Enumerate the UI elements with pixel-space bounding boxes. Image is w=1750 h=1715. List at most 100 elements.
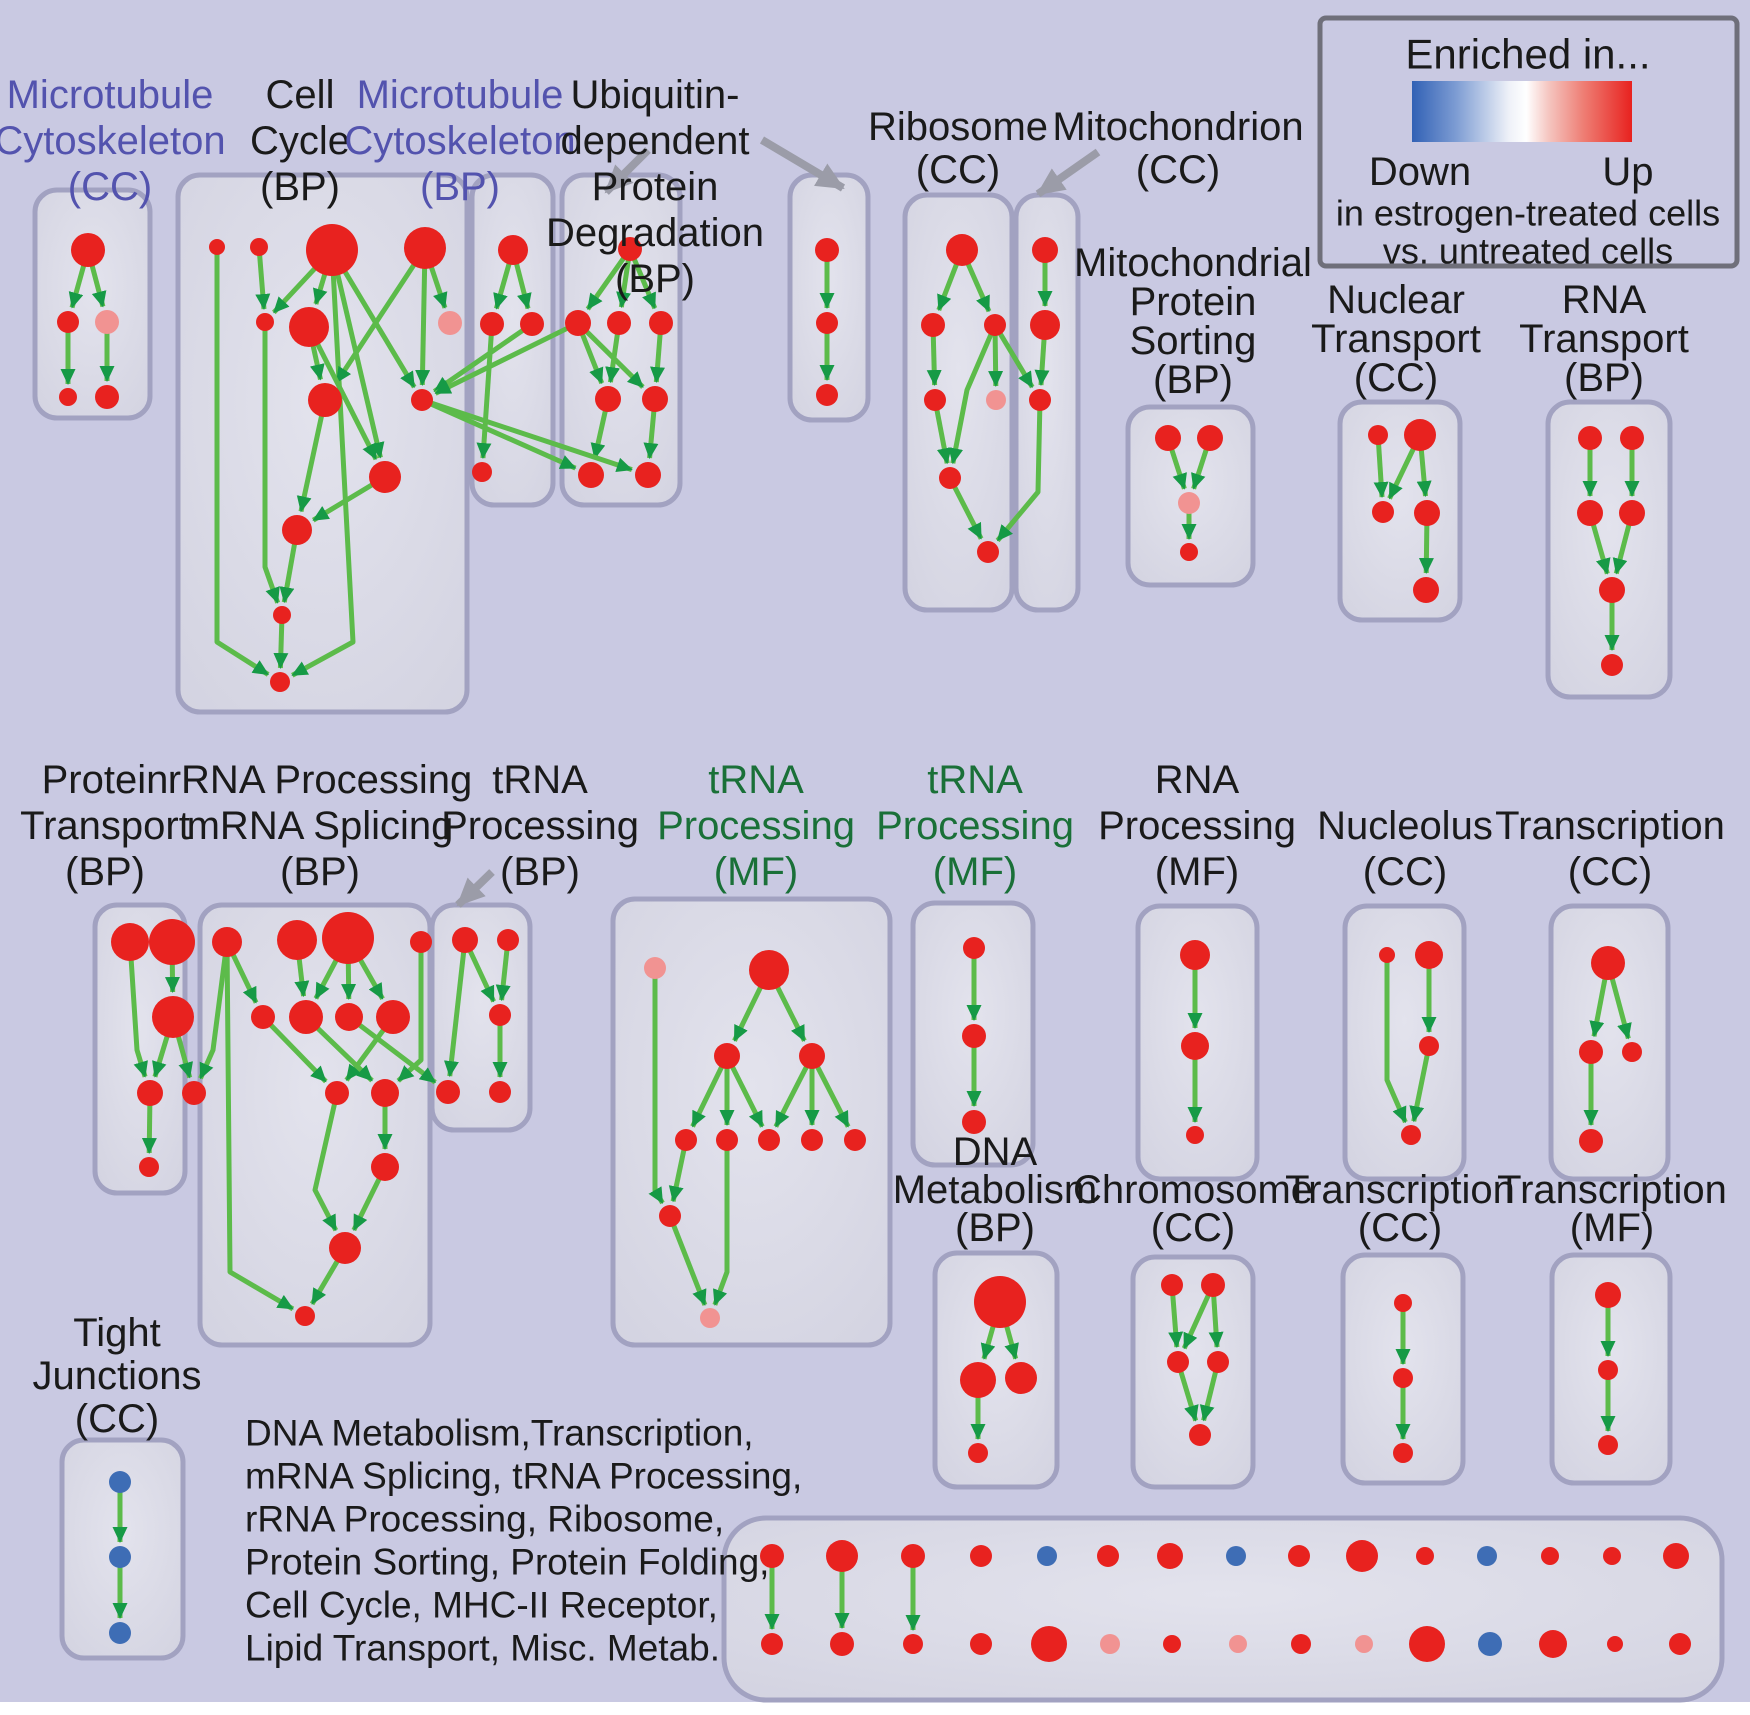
misc-categories-text: Protein Sorting, Protein Folding, (245, 1542, 769, 1583)
edge-trna_mf1 (730, 1065, 765, 1128)
gene-node-red (282, 515, 312, 545)
gene-node-red (209, 239, 225, 255)
gene-node-red (289, 1000, 323, 1034)
gene-node-red (758, 1129, 780, 1151)
gene-node-red (335, 1003, 363, 1031)
gene-node-red (411, 389, 433, 411)
cluster-label-mps: Mitochondrial (1074, 241, 1312, 285)
edge-ribosome (965, 262, 992, 313)
gene-node-red (939, 467, 961, 489)
cluster-label-mps: (BP) (1153, 358, 1233, 402)
cluster-label-trna_mf2: Processing (876, 804, 1074, 848)
cluster-label-mc_bp: Cytoskeleton (344, 119, 575, 163)
gene-node-red (1579, 1040, 1603, 1064)
gene-node-red (749, 950, 789, 990)
gene-node-red (472, 462, 492, 482)
cluster-label-nt: (CC) (1354, 356, 1438, 400)
gene-node-red (1180, 543, 1198, 561)
edge-nt (1416, 449, 1432, 498)
cluster-box-pt (92, 902, 188, 1196)
edge-chromosome (1178, 1370, 1199, 1422)
gene-node-red (1005, 1362, 1037, 1394)
edge-mc_cc (68, 264, 87, 309)
gene-node-red (1291, 1634, 1311, 1654)
edge-ribosome (926, 335, 942, 387)
edge-rrna (312, 1103, 339, 1232)
gene-node-red (1394, 1294, 1412, 1312)
cluster-box-misc_band (721, 1515, 1725, 1703)
cluster-label-trna_bp: (BP) (500, 850, 580, 894)
gene-node-red (371, 1079, 399, 1107)
cluster-label-trna_mf1: tRNA (708, 758, 804, 802)
gene-node-red (1601, 654, 1623, 676)
gene-node-red (410, 931, 432, 953)
edge-rrna (224, 955, 295, 1312)
edge-chromosome (1208, 1295, 1224, 1349)
edge-cell_cycle (311, 482, 374, 523)
cluster-label-pt: Protein (42, 758, 169, 802)
edge-dna_met (1004, 1325, 1019, 1360)
legend-subtitle: vs. untreated cells (1383, 231, 1673, 272)
gene-node-red (946, 234, 978, 266)
gene-node-red (1598, 1435, 1618, 1455)
gene-node-red (970, 1545, 992, 1567)
gene-node-red (1029, 389, 1051, 411)
edge-trna_mf1 (773, 1065, 809, 1128)
cluster-label-cell_cycle: Cell (266, 73, 335, 117)
gene-node-red (1539, 1630, 1567, 1658)
edge-trna_bp (443, 951, 467, 1078)
legend-gradient-bar (1412, 81, 1632, 142)
gene-node-red (137, 1080, 163, 1106)
edge-cell_cycle (296, 415, 325, 513)
annotation-arrow (759, 136, 846, 192)
gene-node-red (1181, 1032, 1209, 1060)
gene-node-red (489, 1081, 511, 1103)
cluster-box-mc_cc (32, 187, 153, 421)
gene-node-red (830, 1632, 854, 1656)
edge-mito (1034, 338, 1050, 387)
gene-node-red (1577, 500, 1603, 526)
gene-node-red (95, 385, 119, 409)
edge-cell_cycle (272, 266, 317, 315)
gene-node-red (799, 1043, 825, 1069)
gene-node-red (1097, 1545, 1119, 1567)
gene-node-red (642, 386, 668, 412)
gene-node-red (815, 238, 839, 262)
cluster-label-chromosome: (CC) (1151, 1206, 1235, 1250)
edge-ubiq (616, 259, 631, 309)
edge-rt (1590, 523, 1611, 575)
gene-node-red (801, 1129, 823, 1151)
gene-node-red (452, 927, 478, 953)
edge-ribosome (934, 409, 952, 465)
gene-node-red (1161, 1274, 1183, 1296)
cluster-box-chromosome (1130, 1254, 1256, 1490)
edge-cell_cycle (315, 342, 379, 461)
edge-cell_cycle (214, 254, 270, 677)
edge-cell_cycle (312, 273, 328, 305)
edge-nt (1387, 447, 1416, 500)
gene-node-red (649, 311, 673, 335)
edge-chromosome (1168, 1294, 1184, 1349)
gene-node-red (816, 384, 838, 406)
edge-trna_mf1 (671, 1224, 708, 1306)
cluster-label-ribosome: (CC) (916, 148, 1000, 192)
gene-node-red (182, 1081, 206, 1105)
gene-node-red (1619, 500, 1645, 526)
cluster-label-mps: Sorting (1130, 319, 1257, 363)
gene-node-pink (644, 957, 666, 979)
gene-node-red (963, 937, 985, 959)
gene-node-red (984, 314, 1006, 336)
cluster-label-ribosome: Ribosome (868, 105, 1048, 149)
gene-node-red (322, 912, 374, 964)
cluster-label-trans_mf: (MF) (1570, 1206, 1654, 1250)
cluster-label-trans_cc1: (CC) (1568, 850, 1652, 894)
cluster-label-nucleolus: (CC) (1363, 850, 1447, 894)
cluster-label-rt: (BP) (1564, 356, 1644, 400)
edge-mps (1191, 448, 1209, 490)
gene-node-red (595, 386, 621, 412)
cross-edge (434, 326, 569, 396)
gene-node-red (1419, 1036, 1439, 1056)
gene-node-red (1167, 1351, 1189, 1373)
gene-node-red (1416, 1547, 1434, 1565)
